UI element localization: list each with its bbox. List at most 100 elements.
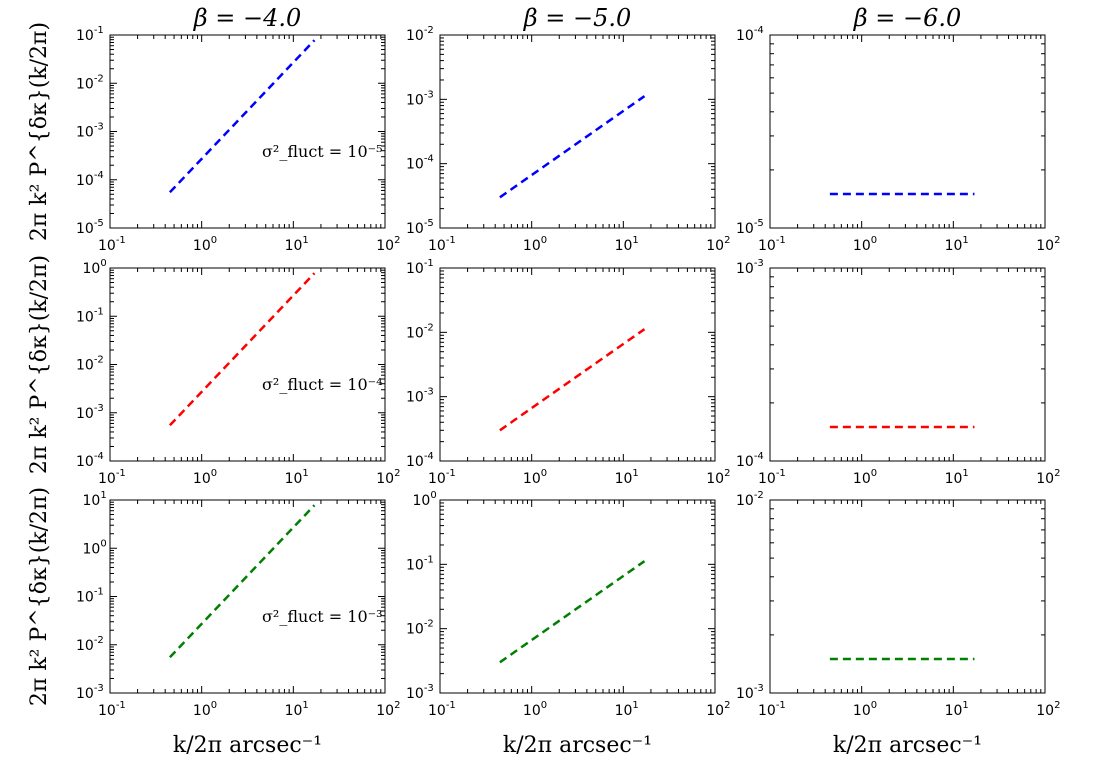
x-tick-label: 101 xyxy=(615,235,639,254)
y-tick-label: 10-4 xyxy=(76,451,104,470)
x-tick-label: 102 xyxy=(1036,468,1060,487)
x-tick-label: 100 xyxy=(193,700,217,719)
x-tick-label: 10-1 xyxy=(98,235,126,254)
y-tick-label: 10-1 xyxy=(76,25,104,44)
plot-frame xyxy=(769,34,1046,229)
y-tick-label: 10-2 xyxy=(406,322,434,341)
plot-frame xyxy=(109,34,386,229)
y-tick-label: 100 xyxy=(83,258,107,277)
x-axis-label: k/2π arcsec⁻¹ xyxy=(833,733,982,758)
x-tick-label: 100 xyxy=(853,468,877,487)
x-tick-label: 101 xyxy=(615,700,639,719)
x-tick-label: 102 xyxy=(376,700,400,719)
y-tick-label: 10-2 xyxy=(76,355,104,374)
x-tick-label: 100 xyxy=(853,235,877,254)
x-tick-label: 10-1 xyxy=(758,700,786,719)
y-tick-label: 10-5 xyxy=(406,218,434,237)
y-tick-label: 10-2 xyxy=(736,490,764,509)
y-tick-label: 10-5 xyxy=(76,218,104,237)
y-tick-label: 10-3 xyxy=(736,683,764,702)
panel-r0-c1: 10-1 100 101 102 10-5 10-4 10-3 10-2 xyxy=(406,25,730,254)
x-tick-label: 101 xyxy=(945,468,969,487)
y-tick-label: 10-4 xyxy=(406,451,434,470)
y-axis-label: 2π k² P^{δκ}(k/2π) xyxy=(27,255,52,474)
x-tick-label: 101 xyxy=(615,468,639,487)
x-tick-label: 10-1 xyxy=(428,468,456,487)
x-tick-label: 100 xyxy=(523,235,547,254)
x-tick-label: 101 xyxy=(285,235,309,254)
panel-r0-c0: 10-1 100 101 102 10-5 10-4 10-3 10-2 10-1 xyxy=(76,25,400,254)
x-tick-label: 100 xyxy=(193,468,217,487)
y-tick-label: 10-3 xyxy=(406,89,434,108)
plot-frame xyxy=(439,499,716,694)
series-line xyxy=(168,272,316,427)
y-tick-label: 10-3 xyxy=(406,387,434,406)
x-axis-label: k/2π arcsec⁻¹ xyxy=(173,733,322,758)
y-tick-label: 10-2 xyxy=(76,73,104,92)
y-tick-label: 10-1 xyxy=(76,587,104,606)
y-tick-label: 100 xyxy=(83,538,107,557)
x-tick-label: 10-1 xyxy=(98,700,126,719)
panel-r0-c2: 10-1 100 101 102 10-5 10-4 xyxy=(736,25,1060,254)
panel-r1-c0: 10-1 100 101 102 10-4 10-3 10-2 10-1 100 xyxy=(76,258,400,487)
sigma-annotation: σ²_fluct = 10⁻⁴ xyxy=(262,375,383,394)
y-tick-label: 10-3 xyxy=(76,122,104,141)
y-tick-label: 10-3 xyxy=(736,258,764,277)
y-tick-label: 10-3 xyxy=(76,683,104,702)
x-tick-label: 101 xyxy=(945,700,969,719)
y-axis-label: 2π k² P^{δκ}(k/2π) xyxy=(27,487,52,706)
x-tick-label: 10-1 xyxy=(428,700,456,719)
plot-frame xyxy=(109,267,386,462)
y-tick-label: 10-5 xyxy=(736,218,764,237)
column-title: β = −4.0 xyxy=(193,4,302,32)
x-tick-label: 10-1 xyxy=(98,468,126,487)
y-tick-label: 10-4 xyxy=(406,154,434,173)
plot-frame xyxy=(439,267,716,462)
x-tick-label: 100 xyxy=(193,235,217,254)
panel-r2-c1: 10-1 100 101 102 10-3 10-2 10-1 100 xyxy=(406,490,730,719)
x-tick-label: 100 xyxy=(523,468,547,487)
x-tick-label: 101 xyxy=(285,468,309,487)
y-tick-label: 10-1 xyxy=(406,258,434,277)
column-title: β = −6.0 xyxy=(853,4,962,32)
x-tick-label: 100 xyxy=(523,700,547,719)
x-tick-label: 101 xyxy=(285,700,309,719)
series-line xyxy=(168,504,316,659)
series-line xyxy=(499,95,646,199)
x-tick-label: 10-1 xyxy=(428,235,456,254)
x-tick-label: 101 xyxy=(945,235,969,254)
plot-frame xyxy=(439,34,716,229)
plot-frame xyxy=(109,499,386,694)
plot-frame xyxy=(769,499,1046,694)
y-tick-label: 10-1 xyxy=(406,554,434,573)
y-tick-label: 10-2 xyxy=(406,619,434,638)
panel-r2-c0: 10-1 100 101 102 10-3 10-2 10-1 100 101 xyxy=(76,490,400,719)
sigma-annotation: σ²_fluct = 10⁻³ xyxy=(262,607,383,626)
panel-r1-c1: 10-1 100 101 102 10-4 10-3 10-2 10-1 xyxy=(406,258,730,487)
series-line xyxy=(499,328,646,432)
x-tick-label: 102 xyxy=(706,468,730,487)
y-tick-label: 10-4 xyxy=(736,25,764,44)
panel-r1-c2: 10-1 100 101 102 10-4 10-3 xyxy=(736,258,1060,487)
y-tick-label: 10-3 xyxy=(406,683,434,702)
column-title: β = −5.0 xyxy=(523,4,632,32)
series-line xyxy=(499,560,646,664)
sigma-annotation: σ²_fluct = 10⁻⁵ xyxy=(262,142,383,161)
y-axis-label: 2π k² P^{δκ}(k/2π) xyxy=(27,22,52,241)
y-tick-label: 101 xyxy=(83,490,107,509)
y-tick-label: 100 xyxy=(413,490,437,509)
y-tick-label: 10-4 xyxy=(76,170,104,189)
panel-r2-c2: 10-1 100 101 102 10-3 10-2 xyxy=(736,490,1060,719)
x-axis-label: k/2π arcsec⁻¹ xyxy=(503,733,652,758)
x-tick-label: 102 xyxy=(1036,700,1060,719)
x-tick-label: 102 xyxy=(706,700,730,719)
x-tick-label: 102 xyxy=(1036,235,1060,254)
y-tick-label: 10-4 xyxy=(736,451,764,470)
series-line xyxy=(168,39,316,194)
y-tick-label: 10-3 xyxy=(76,403,104,422)
x-tick-label: 102 xyxy=(376,468,400,487)
x-tick-label: 102 xyxy=(376,235,400,254)
x-tick-label: 100 xyxy=(853,700,877,719)
plot-frame xyxy=(769,267,1046,462)
